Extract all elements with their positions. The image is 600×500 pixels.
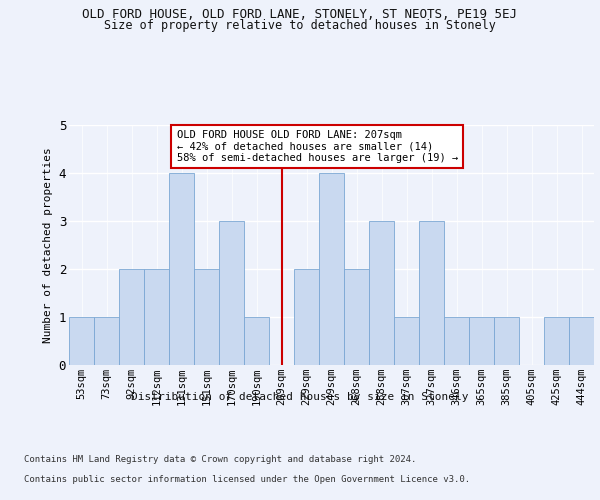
Bar [494,317,519,365]
Bar [169,173,194,365]
Bar [319,173,344,365]
Text: OLD FORD HOUSE OLD FORD LANE: 207sqm
← 42% of detached houses are smaller (14)
5: OLD FORD HOUSE OLD FORD LANE: 207sqm ← 4… [176,130,458,163]
Bar [419,221,444,365]
Bar [294,269,319,365]
Text: OLD FORD HOUSE, OLD FORD LANE, STONELY, ST NEOTS, PE19 5EJ: OLD FORD HOUSE, OLD FORD LANE, STONELY, … [83,8,517,20]
Bar [194,269,219,365]
Bar [394,317,419,365]
Bar [219,221,244,365]
Bar [444,317,469,365]
Bar [344,269,369,365]
Bar [544,317,569,365]
Text: Distribution of detached houses by size in Stonely: Distribution of detached houses by size … [131,392,469,402]
Bar [119,269,144,365]
Text: Contains HM Land Registry data © Crown copyright and database right 2024.: Contains HM Land Registry data © Crown c… [24,455,416,464]
Bar [69,317,94,365]
Bar [94,317,119,365]
Bar [569,317,594,365]
Bar [144,269,169,365]
Text: Size of property relative to detached houses in Stonely: Size of property relative to detached ho… [104,18,496,32]
Y-axis label: Number of detached properties: Number of detached properties [43,147,53,343]
Bar [369,221,394,365]
Text: Contains public sector information licensed under the Open Government Licence v3: Contains public sector information licen… [24,475,470,484]
Bar [469,317,494,365]
Bar [244,317,269,365]
